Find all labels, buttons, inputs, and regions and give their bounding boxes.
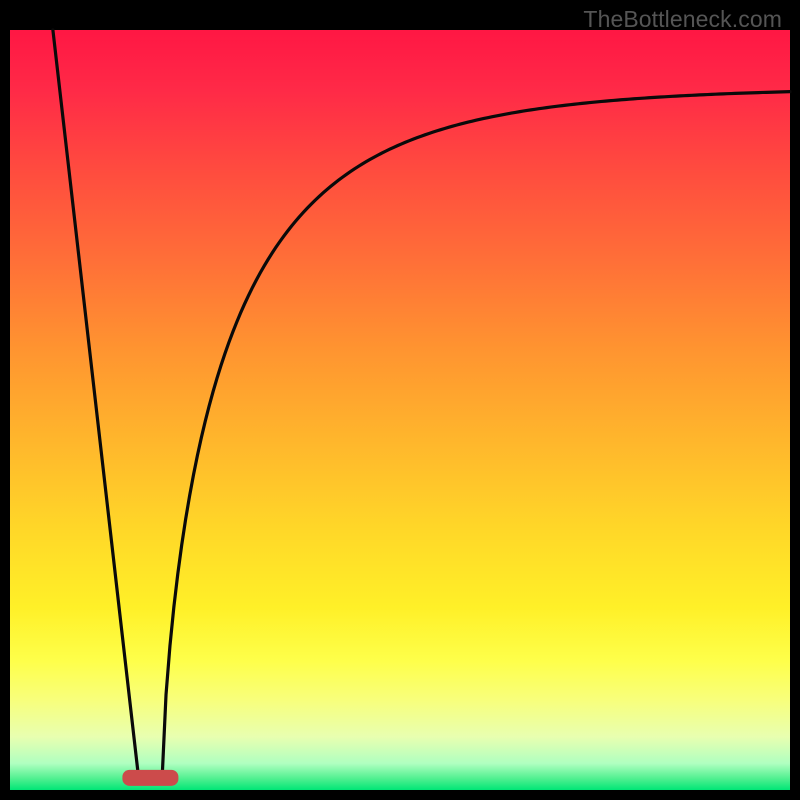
- chart-container: TheBottleneck.com: [0, 0, 800, 800]
- watermark-text: TheBottleneck.com: [583, 6, 782, 33]
- gradient-curve-chart: [0, 0, 800, 800]
